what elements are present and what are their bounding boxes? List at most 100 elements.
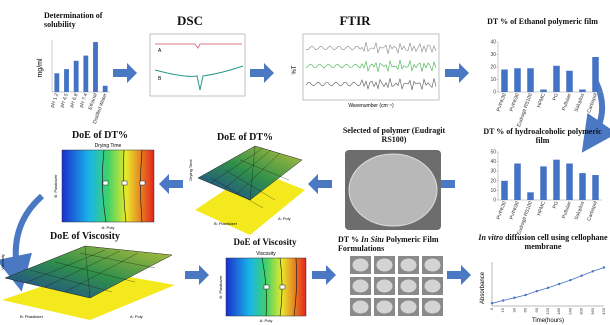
axis-label: Wavenumber (cm⁻¹) [348, 103, 394, 109]
arrow [445, 63, 469, 83]
x-tick-label: 30 [511, 307, 516, 312]
selected-photo [345, 150, 441, 230]
panel-title: DT % of Ethanol polymeric film [480, 18, 605, 27]
point [536, 290, 538, 292]
arrow [250, 63, 274, 83]
arrow [113, 63, 137, 83]
panel-title: DoE of DT% [55, 130, 145, 141]
bar [579, 173, 586, 200]
panel-title: DoE of Viscosity [30, 231, 140, 242]
axis-label: B: Plasticizer [53, 174, 58, 198]
point [502, 299, 504, 301]
arrow [308, 174, 332, 194]
y-tick-label: 20 [490, 178, 496, 184]
plot-title: Viscosity [256, 251, 276, 257]
panel-title: DT % of hydroalcoholic polymeric film [480, 128, 605, 146]
category-label: Soluplus [574, 92, 586, 113]
y-tick-label: 0 [493, 90, 496, 96]
x-tick-label: 360 [590, 307, 595, 314]
axis-label: A: Poly [102, 225, 115, 230]
point [491, 302, 493, 304]
doe-dt-contour [62, 150, 154, 222]
category-label: PG [552, 93, 560, 102]
flag [103, 181, 108, 185]
arrow [185, 265, 209, 285]
point [592, 270, 594, 272]
y-tick-label: 0 [493, 198, 496, 204]
title-part: In vitro [478, 233, 503, 242]
axis-label: A: Poly [278, 216, 291, 221]
arrow [159, 174, 183, 194]
bar [540, 90, 547, 93]
panel-title: Selected of polymer (Eudragit RS100) [338, 127, 450, 145]
bar [527, 192, 534, 200]
y-tick-label: 10 [490, 77, 496, 83]
category-label: Carbopol [586, 201, 599, 222]
title-part: In Situ [361, 235, 384, 244]
y-tick-label: 40 [490, 40, 496, 46]
bar [54, 73, 59, 92]
bar [93, 42, 98, 92]
graphical-abstract: A B %T Wavenumber (cm⁻¹) mg/ml Drying Ti… [0, 0, 610, 325]
category-label: PVPK90 [509, 200, 521, 220]
line [492, 268, 604, 304]
panel-title: In vitro diffusion cell using cellophane… [478, 234, 608, 252]
y-tick-label: 30 [490, 52, 496, 58]
x-tick-label: 120 [545, 307, 550, 314]
film [401, 259, 417, 272]
bar [553, 160, 560, 200]
bar [74, 61, 79, 92]
category-label: PG [552, 201, 560, 210]
category-label: Pullulan [561, 92, 573, 111]
category-label: Soluplus [574, 200, 586, 221]
category-label: HPMC [536, 92, 547, 108]
x-tick-label: 15 [500, 307, 505, 312]
plot-title: Drying Time [95, 143, 122, 149]
panel-title: DoE of Viscosity [210, 238, 320, 248]
film [425, 280, 441, 293]
film [401, 301, 417, 314]
y-tick-label: 10 [490, 188, 496, 194]
category-label: PVPK30 [496, 200, 508, 220]
axis-label: B: Plasticizer [214, 221, 238, 226]
film [425, 301, 441, 314]
point [547, 287, 549, 289]
film [425, 259, 441, 272]
plot-frame [303, 34, 439, 100]
flag [264, 285, 269, 289]
x-tick-label: 300 [579, 307, 584, 314]
bar [103, 86, 108, 92]
axis-label: %T [292, 65, 298, 74]
y-tick-label: 40 [490, 159, 496, 165]
flag [122, 181, 127, 185]
bar [566, 71, 573, 92]
bar [579, 90, 586, 93]
bar [64, 69, 69, 92]
point [524, 294, 526, 296]
axis-label: B: Plasticizer [218, 275, 223, 299]
axis-label: A: Poly [130, 314, 143, 319]
panel-title: FTIR [320, 14, 390, 28]
category-label: Pullulan [561, 200, 573, 219]
bar [501, 181, 508, 200]
film [377, 301, 393, 314]
x-tick-label: 60 [523, 307, 528, 312]
y-tick-label: 20 [490, 65, 496, 71]
panel-title: DSC [160, 14, 220, 28]
axis-label: Absorbance [480, 271, 486, 304]
in-situ-photos [350, 256, 443, 316]
film [377, 280, 393, 293]
dsc-plot [150, 34, 245, 96]
panel-title: Determination of solubility [44, 12, 134, 30]
bar [592, 57, 599, 92]
bar [527, 68, 534, 92]
flag [140, 181, 145, 185]
bar [592, 175, 599, 200]
x-tick-label: 240 [567, 307, 572, 314]
point [580, 275, 582, 277]
axis-label: Viscosity [0, 254, 5, 270]
point [569, 279, 571, 281]
bar [553, 66, 560, 92]
doe-dt-surface [195, 146, 305, 235]
arrow [312, 265, 336, 285]
